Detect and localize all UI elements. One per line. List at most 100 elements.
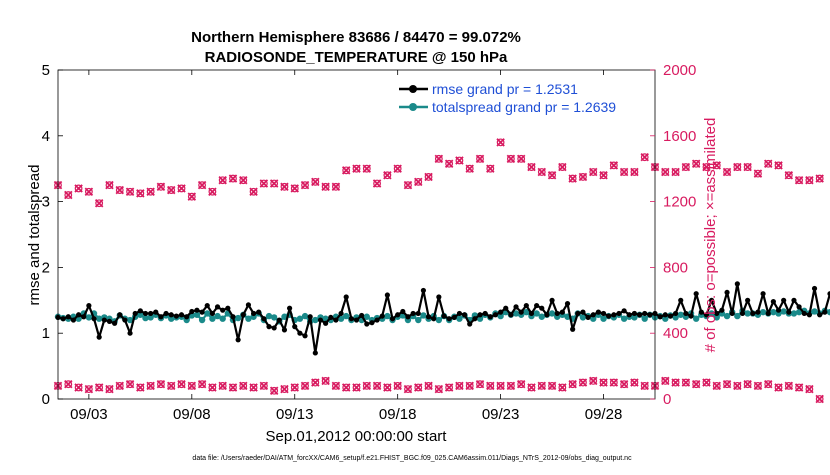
obs-assimilated-point [187, 381, 197, 391]
spread-point [312, 316, 319, 324]
x-axis-label: Sep.01,2012 00:00:00 start [266, 428, 448, 445]
obs-possible-point [311, 177, 320, 186]
obs-assimilated-point [280, 384, 289, 394]
obs-possible-point [620, 380, 629, 389]
rmse-point [827, 291, 830, 297]
rmse-point [384, 292, 390, 298]
rmse-point [611, 312, 617, 318]
obs-assimilated-point [239, 381, 248, 391]
obs-assimilated-point [558, 162, 567, 172]
obs-assimilated-point [259, 179, 269, 188]
obs-possible-point [805, 176, 814, 185]
rmse-point [786, 309, 792, 315]
obs-possible-point [558, 163, 567, 171]
spread-point [245, 315, 252, 322]
rmse-point [297, 330, 303, 336]
obs-assimilated-point [753, 169, 763, 178]
spread-point [631, 314, 638, 321]
spread-point [780, 308, 787, 315]
obs-assimilated-point [516, 379, 526, 389]
obs-possible-point [342, 166, 351, 175]
rmse-point [132, 310, 138, 317]
obs-assimilated-point [311, 378, 320, 387]
rmse-point [431, 316, 437, 322]
obs-possible-point [589, 168, 598, 176]
obs-possible-point [754, 381, 762, 390]
spread-point [126, 316, 134, 324]
obs-possible-point [187, 192, 196, 201]
rmse-point [549, 297, 555, 303]
plot-frame [57, 69, 656, 400]
obs-assimilated-point [444, 159, 454, 169]
rmse-point [570, 326, 576, 332]
rmse-point [781, 297, 787, 303]
rmse-point [657, 314, 663, 320]
rmse-point [189, 308, 195, 315]
obs-possible-point [774, 383, 783, 392]
obs-assimilated-point [537, 167, 547, 177]
rmse-point [770, 299, 776, 305]
obs-possible-point [290, 184, 299, 193]
spread-point [590, 315, 597, 322]
rmse-point [626, 312, 632, 318]
rmse-point [400, 308, 406, 315]
rmse-point [534, 302, 540, 309]
rmse-point [86, 302, 92, 309]
rmse-point [65, 314, 71, 320]
y-right-tick-label: 800 [663, 259, 688, 276]
obs-possible-point [177, 380, 186, 389]
obs-possible-point [589, 377, 598, 385]
obs-possible-point [126, 187, 134, 196]
rmse-point [163, 310, 169, 317]
obs-assimilated-point [115, 381, 124, 391]
legend-rmse-label: rmse grand pr = 1.2531 [432, 81, 578, 97]
rmse-point [750, 310, 756, 317]
obs-assimilated-point [84, 384, 94, 394]
rmse-point [353, 317, 360, 323]
obs-assimilated-point [599, 171, 608, 180]
spread-point [384, 312, 391, 320]
rmse-point [261, 316, 267, 322]
obs-assimilated-point [455, 156, 464, 165]
obs-assimilated-point [197, 379, 207, 389]
rmse-point [508, 312, 514, 318]
obs-assimilated-point [537, 381, 547, 391]
obs-assimilated-point [681, 162, 691, 172]
obs-possible-point [506, 154, 515, 163]
obs-assimilated-point [455, 381, 464, 391]
obs-possible-point [712, 161, 721, 170]
obs-possible-point [630, 168, 639, 176]
obs-possible-point [115, 381, 124, 390]
rmse-point [791, 297, 797, 303]
obs-possible-point [620, 168, 629, 176]
spread-point [193, 311, 201, 318]
rmse-point [755, 309, 761, 315]
spread-point [296, 315, 304, 322]
rmse-point [662, 312, 668, 318]
rmse-point [688, 313, 694, 319]
obs-possible-point [126, 380, 134, 389]
obs-possible-point [115, 186, 124, 194]
obs-possible-point [383, 171, 392, 180]
rmse-point [148, 310, 154, 317]
obs-possible-point [537, 381, 546, 390]
obs-assimilated-point [774, 161, 783, 170]
obs-assimilated-point [208, 383, 217, 392]
rmse-point [616, 310, 622, 317]
rmse-point [811, 285, 818, 292]
obs-assimilated-point [691, 159, 701, 169]
obs-assimilated-point [578, 172, 588, 182]
obs-possible-point [373, 381, 381, 390]
rmse-point [292, 324, 298, 330]
rmse-point [199, 309, 205, 315]
obs-possible-point [270, 179, 279, 188]
obs-possible-point [167, 186, 176, 194]
rmse-point [724, 289, 730, 296]
obs-assimilated-point [805, 384, 814, 394]
rmse-point [266, 324, 272, 330]
rmse-point [441, 313, 447, 319]
obs-possible-point [805, 385, 814, 394]
rmse-point [714, 310, 720, 317]
